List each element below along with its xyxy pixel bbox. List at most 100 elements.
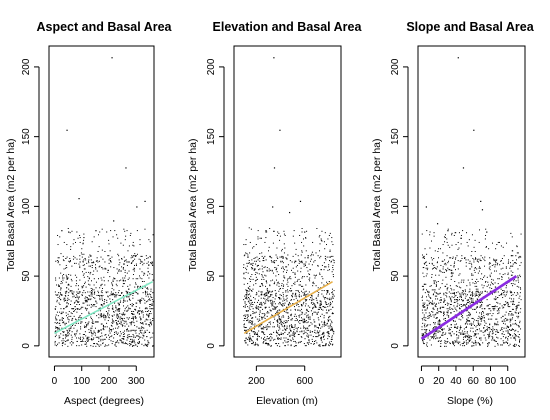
data-point — [496, 244, 498, 246]
data-point — [481, 300, 483, 302]
data-point — [248, 322, 250, 324]
data-point — [463, 294, 465, 296]
data-point — [138, 310, 140, 312]
data-point — [100, 323, 102, 325]
data-point — [435, 317, 437, 319]
data-point — [270, 336, 272, 338]
data-point — [305, 237, 307, 239]
data-point — [59, 304, 61, 306]
data-point — [66, 291, 68, 293]
data-point — [132, 274, 134, 276]
data-point — [131, 345, 133, 347]
data-point — [57, 315, 59, 317]
data-point — [258, 273, 260, 275]
data-point — [313, 302, 315, 304]
data-point — [244, 340, 246, 342]
data-point — [96, 270, 98, 272]
data-point — [254, 301, 256, 303]
data-point — [506, 325, 508, 327]
data-point — [330, 323, 332, 325]
data-point — [313, 261, 315, 263]
data-point — [139, 275, 141, 277]
data-point — [246, 269, 248, 271]
data-point — [459, 341, 461, 343]
data-point — [76, 258, 78, 260]
data-point — [433, 308, 435, 310]
data-point — [515, 306, 517, 308]
data-point — [437, 280, 439, 282]
data-point — [301, 260, 303, 262]
data-point — [65, 312, 67, 314]
data-point — [245, 337, 247, 339]
data-point — [294, 274, 296, 276]
data-point — [462, 300, 464, 302]
data-point — [321, 333, 323, 335]
data-point — [248, 320, 250, 322]
data-point — [510, 294, 512, 296]
data-point — [127, 343, 129, 345]
data-point — [333, 290, 335, 292]
data-point — [474, 340, 476, 342]
data-point — [469, 301, 471, 303]
data-point — [257, 344, 259, 346]
data-point — [270, 280, 272, 282]
data-point — [450, 299, 452, 301]
data-point — [148, 264, 150, 266]
data-point — [131, 303, 133, 305]
data-point — [292, 338, 294, 340]
data-point — [474, 239, 476, 241]
data-point — [458, 337, 460, 339]
data-point — [289, 324, 291, 326]
data-point — [312, 281, 314, 283]
data-point — [287, 340, 289, 342]
data-point — [119, 262, 121, 264]
data-point — [61, 340, 63, 342]
data-point — [98, 330, 100, 332]
data-point — [461, 313, 463, 315]
data-point — [275, 295, 277, 297]
data-point — [281, 333, 283, 335]
data-point — [255, 244, 257, 246]
data-point — [109, 260, 111, 262]
data-point — [260, 324, 262, 326]
data-point — [67, 303, 69, 305]
data-point — [249, 299, 251, 301]
data-point — [307, 270, 309, 272]
data-point — [89, 273, 91, 275]
data-point — [510, 270, 512, 272]
data-point — [332, 329, 334, 331]
data-point — [301, 336, 303, 338]
data-point — [265, 325, 267, 327]
y-axis-label: Total Basal Area (m2 per ha) — [371, 138, 383, 271]
data-point — [145, 307, 147, 309]
data-point — [126, 328, 128, 330]
data-point — [152, 317, 154, 319]
data-point — [134, 342, 136, 344]
data-point — [243, 317, 245, 319]
trend-line — [420, 275, 518, 340]
data-point — [426, 269, 428, 271]
data-point — [436, 295, 438, 297]
data-point — [503, 294, 505, 296]
data-point — [108, 338, 110, 340]
data-point — [468, 314, 470, 316]
data-point — [74, 333, 76, 335]
data-point — [465, 290, 467, 292]
data-point — [458, 247, 460, 249]
data-point — [147, 257, 149, 259]
data-point — [261, 268, 263, 270]
data-point — [502, 297, 504, 299]
data-point — [327, 290, 329, 292]
data-point — [127, 305, 129, 307]
data-point — [147, 319, 149, 321]
data-point — [94, 297, 96, 299]
data-point — [255, 263, 257, 265]
data-point — [290, 344, 292, 346]
data-point — [299, 320, 301, 322]
data-point — [243, 326, 245, 328]
data-point — [299, 296, 301, 298]
data-point — [286, 312, 288, 314]
data-point — [144, 343, 146, 345]
data-point — [244, 329, 246, 331]
data-point — [126, 317, 128, 319]
